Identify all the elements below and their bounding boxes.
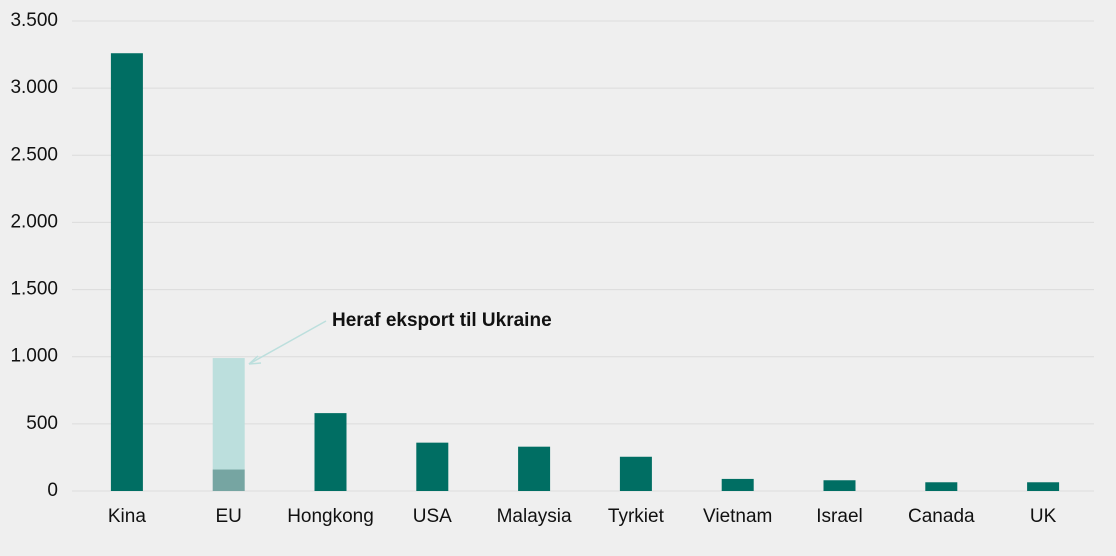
bar bbox=[212, 469, 245, 491]
bar bbox=[416, 442, 449, 491]
x-tick-label: Israel bbox=[816, 506, 862, 527]
y-tick-label: 2.500 bbox=[10, 144, 58, 165]
bar bbox=[212, 358, 245, 470]
bar bbox=[925, 482, 958, 491]
y-tick-label: 3.500 bbox=[10, 10, 58, 31]
x-tick-label: Malaysia bbox=[497, 506, 572, 527]
x-tick-label: Canada bbox=[908, 506, 975, 527]
x-tick-label: EU bbox=[215, 506, 241, 527]
bar bbox=[619, 456, 652, 491]
y-tick-label: 500 bbox=[26, 413, 58, 434]
bar bbox=[823, 480, 856, 491]
bar bbox=[1027, 482, 1060, 491]
bar bbox=[110, 53, 143, 491]
x-tick-label: USA bbox=[413, 506, 452, 527]
y-tick-label: 1.500 bbox=[10, 279, 58, 300]
y-tick-label: 3.000 bbox=[10, 77, 58, 98]
annotation-arrow bbox=[248, 320, 327, 365]
y-tick-label: 2.000 bbox=[10, 211, 58, 232]
x-tick-label: Kina bbox=[108, 506, 146, 527]
bar bbox=[314, 413, 347, 491]
y-tick-label: 0 bbox=[47, 480, 58, 501]
y-tick-label: 1.000 bbox=[10, 346, 58, 367]
x-tick-label: UK bbox=[1030, 506, 1057, 527]
bar bbox=[518, 446, 551, 491]
x-tick-label: Vietnam bbox=[703, 506, 772, 527]
bar bbox=[721, 478, 754, 491]
x-tick-label: Hongkong bbox=[287, 506, 374, 527]
annotation-arrowhead bbox=[248, 355, 262, 365]
annotation: Heraf eksport til Ukraine bbox=[332, 310, 552, 331]
x-tick-label: Tyrkiet bbox=[608, 506, 665, 527]
